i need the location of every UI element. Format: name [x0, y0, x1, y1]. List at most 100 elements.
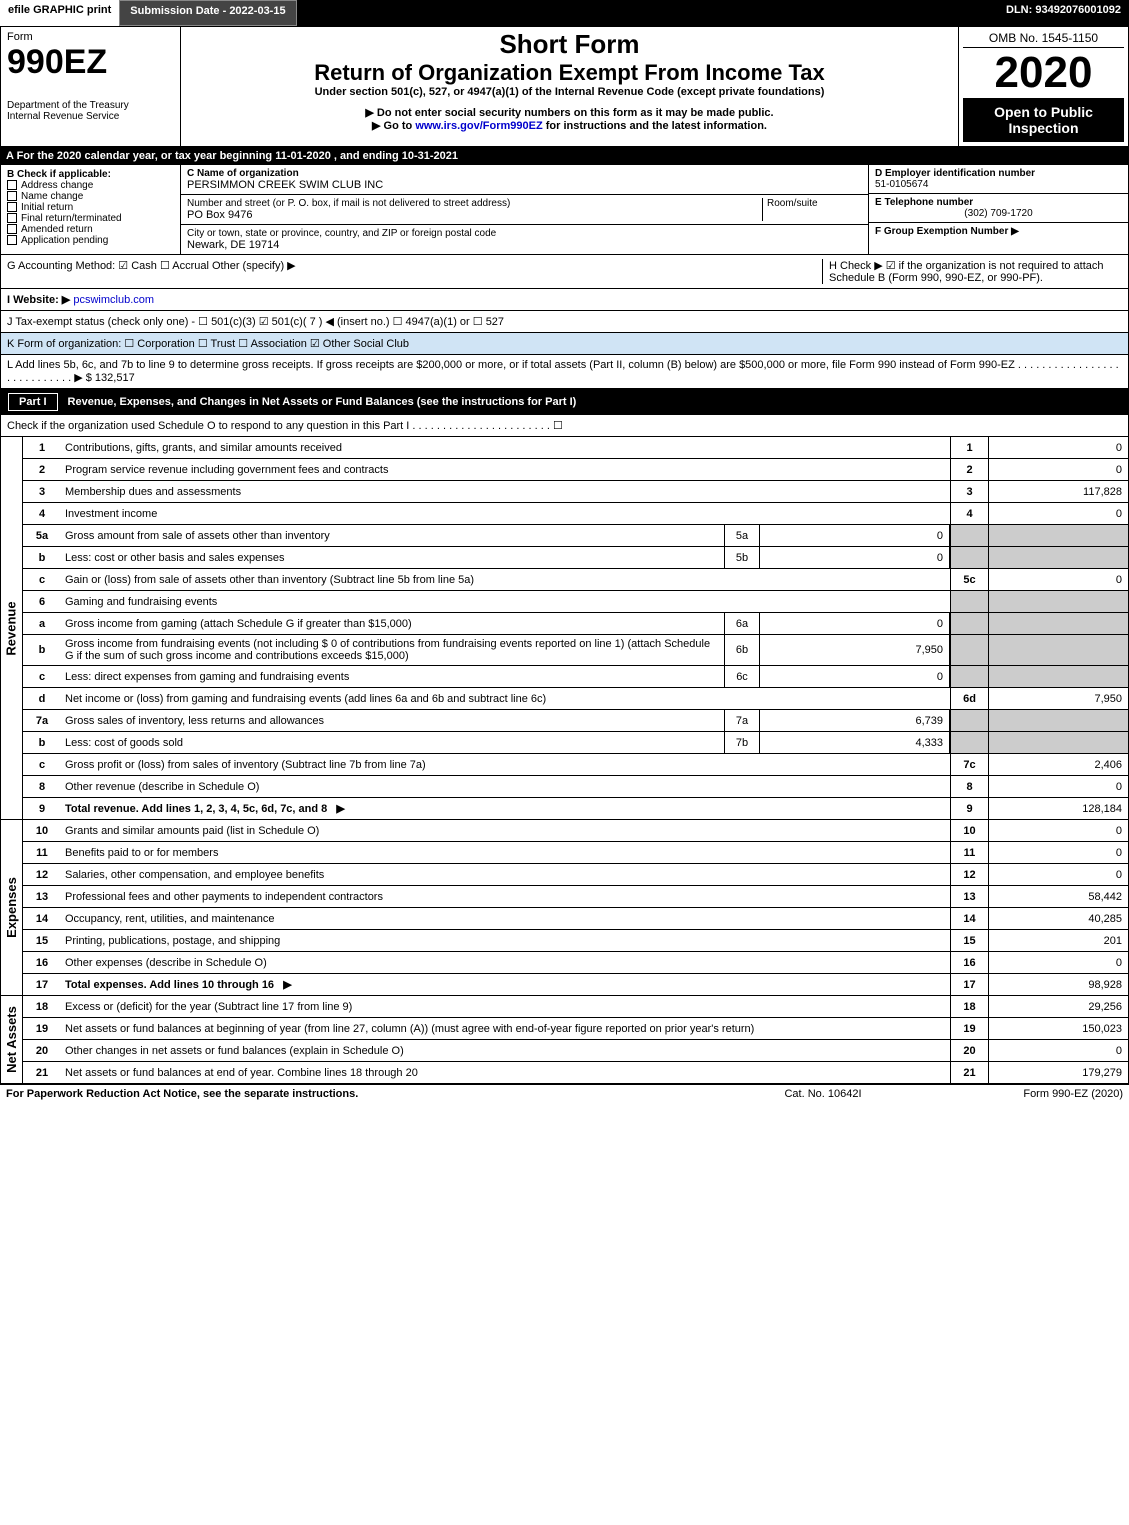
org-name: PERSIMMON CREEK SWIM CLUB INC — [187, 179, 862, 191]
line-12-desc: Salaries, other compensation, and employ… — [61, 866, 950, 884]
footer-form: Form 990-EZ (2020) — [923, 1088, 1123, 1100]
line-9-desc: Total revenue. Add lines 1, 2, 3, 4, 5c,… — [61, 799, 950, 818]
line-5c-desc: Gain or (loss) from sale of assets other… — [61, 571, 950, 589]
irs-label: Internal Revenue Service — [7, 111, 174, 122]
line-21-desc: Net assets or fund balances at end of ye… — [61, 1064, 950, 1082]
line-6d-amt: 7,950 — [988, 688, 1128, 709]
line-7c-desc: Gross profit or (loss) from sales of inv… — [61, 756, 950, 774]
line-19-desc: Net assets or fund balances at beginning… — [61, 1020, 950, 1038]
line-5b-amt: 0 — [760, 547, 950, 568]
opt-amended-return: Amended return — [21, 224, 93, 235]
line-16-amt: 0 — [988, 952, 1128, 973]
open-public-inspection: Open to Public Inspection — [963, 98, 1124, 142]
line-7b-amt: 4,333 — [760, 732, 950, 753]
chk-name-change[interactable] — [7, 191, 17, 201]
chk-initial-return[interactable] — [7, 202, 17, 212]
chk-address-change[interactable] — [7, 180, 17, 190]
line-2-amt: 0 — [988, 459, 1128, 480]
line-h-schedule-b: H Check ▶ ☑ if the organization is not r… — [822, 259, 1122, 284]
line-20-amt: 0 — [988, 1040, 1128, 1061]
line-i-website: I Website: ▶ pcswimclub.com — [0, 289, 1129, 311]
net-assets-tab: Net Assets — [0, 996, 22, 1084]
submission-date-label: Submission Date - 2022-03-15 — [119, 0, 296, 26]
short-form-title: Short Form — [183, 29, 956, 60]
entity-info-block: B Check if applicable: Address change Na… — [0, 165, 1129, 255]
tax-year: 2020 — [963, 48, 1124, 98]
line-4-amt: 0 — [988, 503, 1128, 524]
line-12-amt: 0 — [988, 864, 1128, 885]
chk-amended-return[interactable] — [7, 224, 17, 234]
line-17-amt: 98,928 — [988, 974, 1128, 995]
line-6c-desc: Less: direct expenses from gaming and fu… — [61, 668, 724, 686]
footer-left: For Paperwork Reduction Act Notice, see … — [6, 1088, 723, 1100]
chk-final-return[interactable] — [7, 213, 17, 223]
line-3-amt: 117,828 — [988, 481, 1128, 502]
line-a-tax-year: A For the 2020 calendar year, or tax yea… — [0, 147, 1129, 165]
line-14-amt: 40,285 — [988, 908, 1128, 929]
goto-note: ▶ Go to www.irs.gov/Form990EZ for instru… — [183, 119, 956, 132]
under-section: Under section 501(c), 527, or 4947(a)(1)… — [183, 86, 956, 98]
line-6-desc: Gaming and fundraising events — [61, 593, 950, 611]
line-18-amt: 29,256 — [988, 996, 1128, 1017]
line-6c-amt: 0 — [760, 666, 950, 687]
opt-application-pending: Application pending — [21, 235, 108, 246]
line-5c-amt: 0 — [988, 569, 1128, 590]
line-19-amt: 150,023 — [988, 1018, 1128, 1039]
line-8-desc: Other revenue (describe in Schedule O) — [61, 778, 950, 796]
box-d-ein-label: D Employer identification number — [875, 168, 1122, 179]
line-7b-desc: Less: cost of goods sold — [61, 734, 724, 752]
page-footer: For Paperwork Reduction Act Notice, see … — [0, 1084, 1129, 1103]
line-7a-amt: 6,739 — [760, 710, 950, 731]
efile-print-label[interactable]: efile GRAPHIC print — [0, 0, 119, 26]
line-5a-amt: 0 — [760, 525, 950, 546]
line-17-desc: Total expenses. Add lines 10 through 16 … — [61, 975, 950, 994]
line-15-desc: Printing, publications, postage, and shi… — [61, 932, 950, 950]
dept-treasury: Department of the Treasury — [7, 100, 174, 111]
line-3-desc: Membership dues and assessments — [61, 483, 950, 501]
omb-number: OMB No. 1545-1150 — [963, 31, 1124, 48]
line-1-desc: Contributions, gifts, grants, and simila… — [61, 439, 950, 457]
expenses-tab: Expenses — [0, 820, 22, 996]
line-16-desc: Other expenses (describe in Schedule O) — [61, 954, 950, 972]
line-20-desc: Other changes in net assets or fund bala… — [61, 1042, 950, 1060]
line-21-amt: 179,279 — [988, 1062, 1128, 1083]
opt-name-change: Name change — [21, 191, 83, 202]
line-9-amt: 128,184 — [988, 798, 1128, 819]
irs-link[interactable]: www.irs.gov/Form990EZ — [415, 120, 542, 132]
org-city: Newark, DE 19714 — [187, 239, 862, 251]
line-4-desc: Investment income — [61, 505, 950, 523]
footer-catno: Cat. No. 10642I — [723, 1088, 923, 1100]
line-15-amt: 201 — [988, 930, 1128, 951]
line-7c-amt: 2,406 — [988, 754, 1128, 775]
line-j-tax-exempt: J Tax-exempt status (check only one) - ☐… — [0, 311, 1129, 333]
website-link[interactable]: pcswimclub.com — [73, 294, 154, 306]
line-10-amt: 0 — [988, 820, 1128, 841]
return-title: Return of Organization Exempt From Incom… — [183, 60, 956, 86]
line-5b-desc: Less: cost or other basis and sales expe… — [61, 549, 724, 567]
part-i-check: Check if the organization used Schedule … — [0, 415, 1129, 437]
line-13-desc: Professional fees and other payments to … — [61, 888, 950, 906]
box-c-city-label: City or town, state or province, country… — [187, 228, 862, 239]
line-2-desc: Program service revenue including govern… — [61, 461, 950, 479]
org-address: PO Box 9476 — [187, 209, 762, 221]
part-i-header: Part I Revenue, Expenses, and Changes in… — [0, 389, 1129, 415]
chk-application-pending[interactable] — [7, 235, 17, 245]
line-6a-desc: Gross income from gaming (attach Schedul… — [61, 615, 724, 633]
dln-label: DLN: 93492076001092 — [998, 0, 1129, 26]
line-6b-amt: 7,950 — [760, 635, 950, 665]
box-f-group-label: F Group Exemption Number ▶ — [875, 226, 1122, 237]
box-b-title: B Check if applicable: — [7, 169, 174, 180]
line-k-form-org: K Form of organization: ☐ Corporation ☐ … — [0, 333, 1129, 355]
form-word: Form — [7, 31, 174, 43]
line-18-desc: Excess or (deficit) for the year (Subtra… — [61, 998, 950, 1016]
line-11-desc: Benefits paid to or for members — [61, 844, 950, 862]
line-6d-desc: Net income or (loss) from gaming and fun… — [61, 690, 950, 708]
line-l-gross-receipts: L Add lines 5b, 6c, and 7b to line 9 to … — [0, 355, 1129, 389]
box-c-addr-label: Number and street (or P. O. box, if mail… — [187, 198, 762, 209]
line-11-amt: 0 — [988, 842, 1128, 863]
line-6a-amt: 0 — [760, 613, 950, 634]
opt-address-change: Address change — [21, 180, 93, 191]
revenue-tab: Revenue — [0, 437, 22, 820]
part-i-title: Revenue, Expenses, and Changes in Net As… — [68, 396, 577, 408]
form-header: Form 990EZ Department of the Treasury In… — [0, 26, 1129, 147]
